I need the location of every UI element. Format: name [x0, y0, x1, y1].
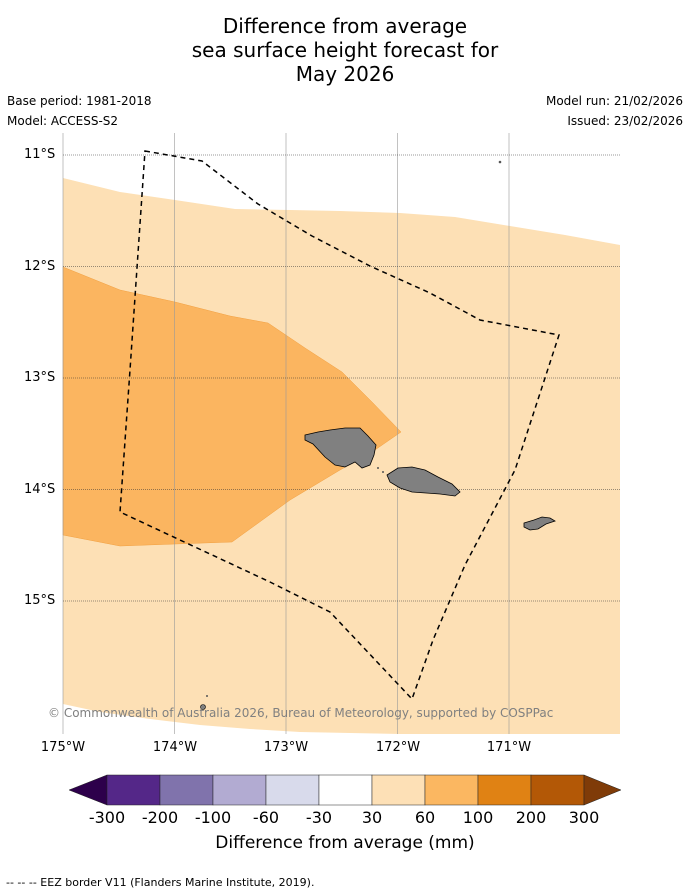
colorbar-segment	[106, 774, 161, 806]
lat-tick-label: 11°S	[24, 147, 56, 162]
map-title: Difference from average sea surface heig…	[0, 14, 690, 86]
islet	[382, 471, 384, 473]
colorbar-tick-label: 100	[462, 808, 494, 827]
colorbar-segment	[371, 774, 426, 806]
colorbar-tick-label: 200	[515, 808, 547, 827]
eez-legend-footnote: -- -- -- EEZ border V11 (Flanders Marine…	[6, 876, 315, 889]
tutuila-island	[523, 516, 556, 531]
title-line-3: May 2026	[295, 62, 395, 86]
colorbar-tick-label: 300	[568, 808, 600, 827]
meta-right: Model run: 21/02/2026 Issued: 23/02/2026	[546, 94, 683, 134]
colorbar	[68, 774, 622, 806]
colorbar-extend-low	[68, 774, 108, 806]
model-run: Model run: 21/02/2026	[545, 94, 683, 108]
colorbar-extend-high	[583, 774, 622, 806]
colorbar-segment	[530, 774, 585, 806]
colorbar-tick-label: 30	[361, 808, 383, 827]
colorbar-tick-label: -60	[252, 808, 280, 827]
lon-tick-label: 171°W	[486, 740, 532, 755]
colorbar-segment	[477, 774, 532, 806]
lat-tick-label: 12°S	[24, 259, 56, 274]
colorbar-segment	[318, 774, 373, 806]
map-panel	[62, 133, 620, 734]
colorbar-segment	[424, 774, 479, 806]
eez-border-line	[119, 150, 560, 701]
colorbar-segment	[159, 774, 214, 806]
lon-tick-label: 175°W	[40, 740, 86, 755]
lat-tick-label: 15°S	[24, 593, 56, 608]
colorbar-title: Difference from average (mm)	[215, 833, 475, 853]
colorbar-segment	[212, 774, 267, 806]
southern-islet	[200, 704, 206, 710]
base-period: Base period: 1981-2018	[7, 94, 152, 108]
savaii-island	[304, 427, 377, 469]
lon-tick-label: 173°W	[263, 740, 309, 755]
copyright-notice: © Commonwealth of Australia 2026, Bureau…	[48, 706, 554, 720]
colorbar-tick-label: -100	[194, 808, 232, 827]
swains-islet	[498, 160, 502, 164]
anomaly-neutral-south	[63, 704, 400, 734]
lon-tick-label: 174°W	[152, 740, 198, 755]
islet	[377, 467, 379, 469]
colorbar-tick-label: -30	[305, 808, 333, 827]
anomaly-60-100-field	[62, 266, 402, 547]
upolu-island	[386, 466, 461, 497]
title-line-1: Difference from average	[222, 14, 468, 38]
lat-tick-label: 14°S	[24, 482, 56, 497]
lon-tick-label: 172°W	[375, 740, 421, 755]
colorbar-tick-label: -300	[88, 808, 126, 827]
title-line-2: sea surface height forecast for	[191, 38, 499, 62]
longitude-gridlines	[62, 133, 510, 734]
issued-date: Issued: 23/02/2026	[567, 114, 683, 128]
model-name: Model: ACCESS-S2	[7, 114, 119, 128]
meta-left: Base period: 1981-2018 Model: ACCESS-S2	[7, 94, 152, 134]
lat-tick-label: 13°S	[24, 370, 56, 385]
colorbar-tick-label: -200	[141, 808, 179, 827]
colorbar-segment	[265, 774, 320, 806]
southern-islet	[206, 695, 208, 697]
colorbar-tick-label: 60	[414, 808, 436, 827]
latitude-gridlines	[63, 154, 620, 602]
